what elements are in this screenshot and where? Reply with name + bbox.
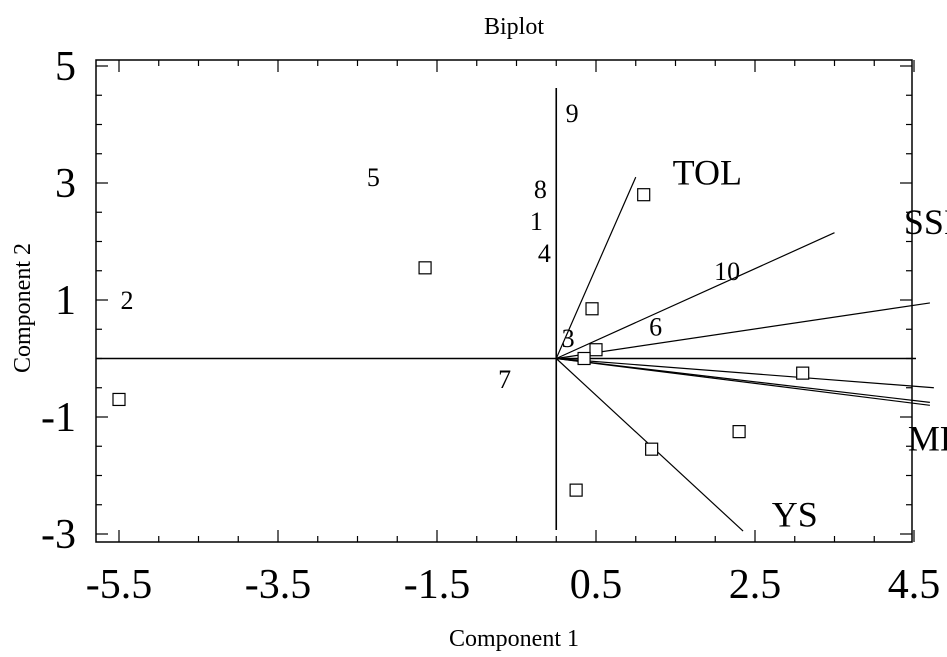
observation-point — [589, 343, 603, 357]
x-tick-label: 4.5 — [888, 562, 941, 608]
observation-label-9: 9 — [566, 99, 579, 128]
observation-point — [732, 425, 746, 439]
observation-point — [112, 392, 126, 407]
observation-point — [796, 366, 810, 380]
observation-label-5: 5 — [367, 163, 380, 192]
reference-lines — [96, 88, 916, 530]
y-tick-label: 5 — [55, 44, 76, 90]
observation-label-6: 6 — [649, 312, 662, 341]
x-tick-label: -5.5 — [86, 562, 153, 608]
vector-tol-label: TOL — [673, 152, 742, 192]
x-tick-label: 2.5 — [729, 562, 782, 608]
observation-point — [585, 302, 599, 316]
observation-label-3: 3 — [562, 324, 575, 353]
x-tick-label: 0.5 — [570, 562, 623, 608]
x-axis-title: Component 1 — [449, 626, 579, 652]
y-tick-label: -1 — [41, 395, 76, 441]
observation-labels: 1 2 3 4 5 6 7 8 9 10 — [120, 99, 740, 394]
vector-ys-label: YS — [772, 495, 818, 535]
y-axis-title: Component 2 — [10, 243, 36, 373]
y-tick-label: 1 — [55, 278, 76, 324]
vector-tol-line — [555, 176, 637, 359]
y-tick-label: 3 — [55, 161, 76, 207]
observation-points — [112, 188, 810, 497]
axis-ticks: -5.5 -3.5 -1.5 0.5 2.5 4.5 -3 -1 1 3 5 — [41, 44, 940, 608]
vector-yp-line — [556, 302, 930, 360]
vector-mp-label: MP — [908, 418, 947, 458]
plot-frame — [95, 59, 913, 543]
observation-point — [645, 442, 659, 456]
y-tick-label: -3 — [41, 512, 76, 558]
variable-vectors: TOLSSIYPGMPSTIMPYS — [555, 152, 947, 535]
vector-ssi-label: SSI — [904, 202, 947, 242]
observation-label-8: 8 — [534, 175, 547, 204]
observation-label-10: 10 — [714, 257, 740, 286]
vector-ssi-line — [556, 232, 835, 360]
observation-label-1: 1 — [530, 207, 543, 236]
x-tick-label: -3.5 — [245, 562, 312, 608]
observation-point — [577, 351, 591, 366]
observation-label-2: 2 — [120, 286, 133, 315]
x-tick-label: -1.5 — [404, 562, 471, 608]
vector-gmp-line — [556, 357, 934, 389]
vector-mp-line — [556, 357, 930, 406]
observation-label-4: 4 — [538, 239, 551, 268]
observation-label-7: 7 — [498, 365, 511, 394]
observation-point — [418, 261, 432, 275]
chart-title: Biplot — [484, 14, 544, 40]
observation-point — [569, 483, 583, 497]
observation-point — [637, 188, 651, 202]
